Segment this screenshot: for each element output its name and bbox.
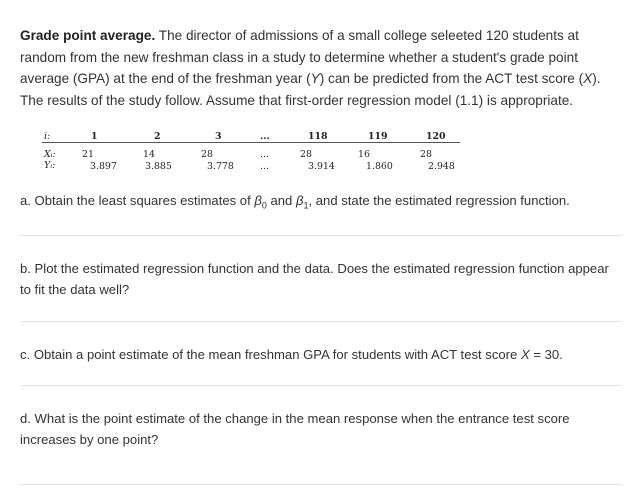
row-label-i: i: <box>44 131 51 142</box>
col-118-y: 3.914 <box>308 161 335 172</box>
beta-1-subscript: 1 <box>303 200 309 211</box>
col-119-index: 119 <box>368 131 388 142</box>
divider-c <box>20 385 622 386</box>
col-ellipsis-index: ... <box>260 131 270 142</box>
col-119-x: 16 <box>358 149 370 160</box>
col-3-x: 28 <box>201 149 213 160</box>
part-a-and: and <box>266 193 296 208</box>
table-rule <box>42 142 460 143</box>
data-table: i: Xᵢ: Yᵢ: 1 21 3.897 2 14 3.885 3 28 3.… <box>42 128 462 176</box>
col-119-y: 1.860 <box>366 161 393 172</box>
part-a: a. Obtain the least squares estimates of… <box>20 190 620 217</box>
divider-b <box>20 321 622 322</box>
col-3-index: 3 <box>215 131 222 142</box>
part-c: c. Obtain a point estimate of the mean f… <box>20 344 620 365</box>
x-variable: X <box>583 71 593 86</box>
part-d: d. What is the point estimate of the cha… <box>20 411 570 447</box>
col-1-y: 3.897 <box>90 161 117 172</box>
problem-statement: Grade point average. The director of adm… <box>20 25 620 111</box>
problem-title: Grade point average. <box>20 28 156 43</box>
col-118-index: 118 <box>308 131 328 142</box>
col-ellipsis-y: ... <box>260 161 269 172</box>
divider-a <box>20 235 622 236</box>
divider-d <box>20 484 622 485</box>
col-3-y: 3.778 <box>207 161 234 172</box>
beta-1-symbol: β <box>295 193 304 208</box>
col-ellipsis-x: ... <box>260 149 269 160</box>
beta-0-subscript: 0 <box>261 200 267 211</box>
part-a-text-2: , and state the estimated regression fun… <box>308 193 570 208</box>
part-c-text-2: = 30. <box>529 347 563 362</box>
beta-0-symbol: β <box>254 193 262 208</box>
problem-text-3: ). The results of the study follow. Assu… <box>20 71 601 108</box>
col-120-index: 120 <box>426 131 446 142</box>
row-label-y: Yᵢ: <box>44 160 56 171</box>
y-variable: Y <box>310 71 320 86</box>
col-1-index: 1 <box>91 131 98 142</box>
col-2-x: 14 <box>143 149 155 160</box>
col-120-x: 28 <box>420 149 432 160</box>
col-2-y: 3.885 <box>145 161 172 172</box>
problem-text-2: ) can be predicted from the ACT test sco… <box>319 71 584 86</box>
row-label-x: Xᵢ: <box>44 149 56 160</box>
part-c-x-variable: X <box>520 347 530 362</box>
col-2-index: 2 <box>154 131 161 142</box>
part-b: b. Plot the estimated regression functio… <box>20 261 609 297</box>
col-1-x: 21 <box>82 149 94 160</box>
part-c-text-1: c. Obtain a point estimate of the mean f… <box>20 347 521 362</box>
col-118-x: 28 <box>300 149 312 160</box>
part-a-text-1: a. Obtain the least squares estimates of <box>20 193 255 208</box>
problem-text-1: The director of admissions of a small co… <box>20 28 579 86</box>
col-120-y: 2.948 <box>428 161 455 172</box>
